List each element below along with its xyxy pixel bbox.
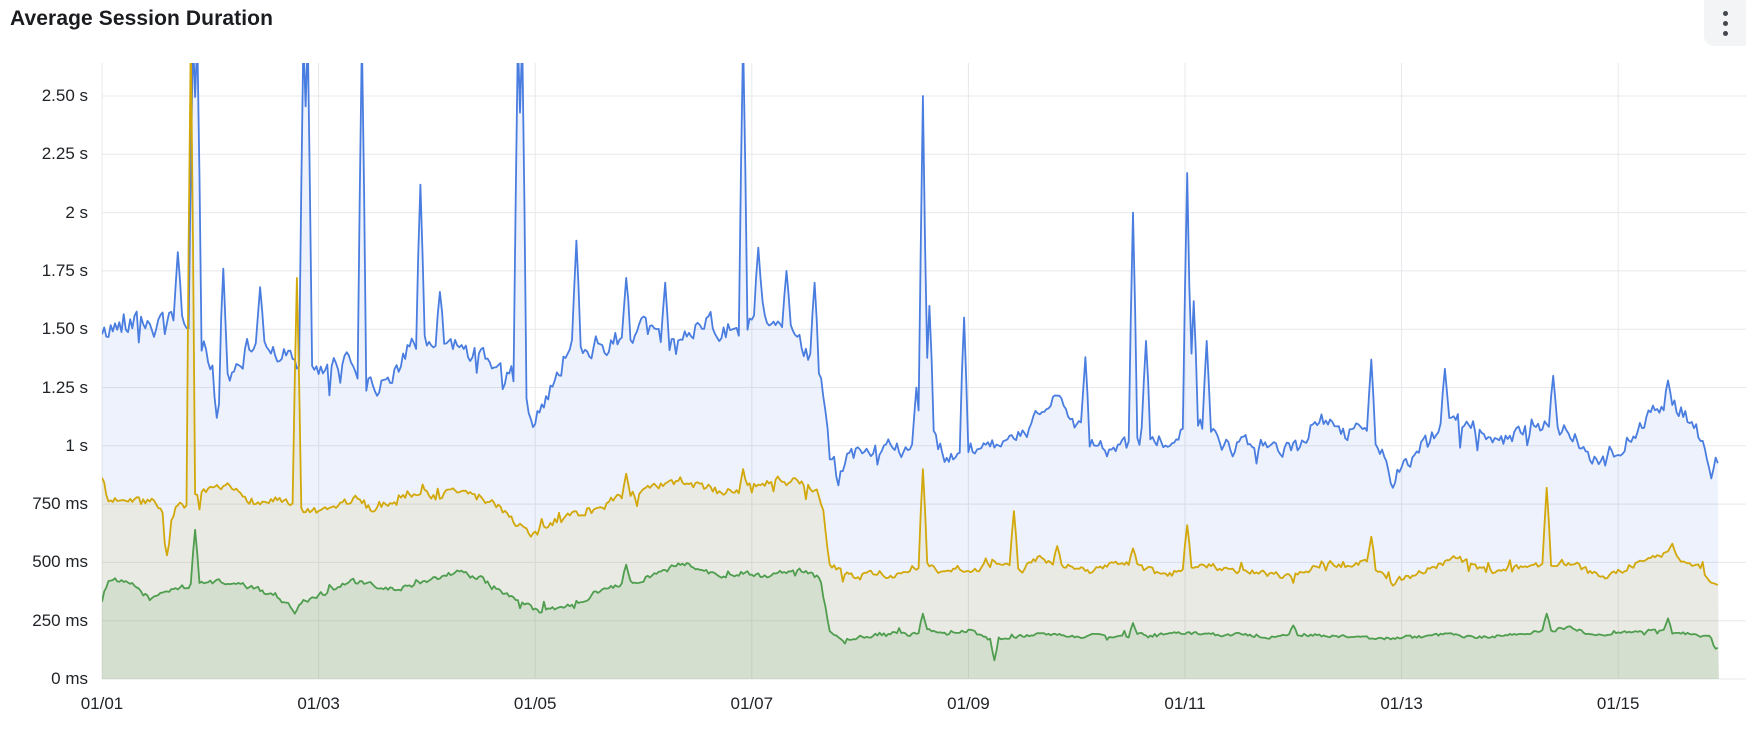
y-axis-tick-label: 500 ms bbox=[32, 552, 88, 572]
y-axis-tick-label: 1.50 s bbox=[41, 319, 88, 339]
yellow-series-area bbox=[102, 63, 1719, 679]
y-axis-tick-label: 1.25 s bbox=[41, 377, 88, 397]
kebab-vertical-icon bbox=[1722, 10, 1728, 16]
kebab-vertical-icon bbox=[1722, 30, 1728, 36]
y-axis-tick-label: 250 ms bbox=[32, 610, 88, 630]
blue-series-area bbox=[102, 63, 1719, 679]
y-axis-tick-label: 1 s bbox=[65, 435, 88, 455]
y-axis-tick-label: 0 ms bbox=[51, 669, 88, 688]
x-axis-tick-label: 01/03 bbox=[297, 694, 340, 713]
x-axis-tick-label: 01/01 bbox=[80, 694, 124, 713]
green-series-line bbox=[102, 528, 1719, 662]
y-axis-tick-label: 1.75 s bbox=[41, 260, 88, 280]
x-axis-tick-label: 01/05 bbox=[513, 694, 557, 713]
x-axis-tick-label: 01/07 bbox=[730, 694, 774, 713]
green-series-area bbox=[102, 529, 1719, 679]
panel-menu-button[interactable] bbox=[1704, 0, 1746, 46]
y-axis-tick-label: 750 ms bbox=[32, 494, 88, 514]
panel-title: Average Session Duration bbox=[10, 7, 274, 30]
y-axis-tick-label: 2.25 s bbox=[41, 144, 88, 164]
x-axis-tick-label: 01/13 bbox=[1380, 694, 1423, 713]
yellow-series-line bbox=[102, 63, 1719, 587]
y-axis-tick-label: 2 s bbox=[65, 202, 88, 222]
blue-series-line bbox=[102, 63, 1719, 489]
kebab-vertical-icon bbox=[1722, 20, 1728, 26]
x-axis-tick-label: 01/15 bbox=[1596, 694, 1640, 713]
y-axis-tick-label: 2.50 s bbox=[41, 86, 88, 105]
x-axis-tick-label: 01/09 bbox=[947, 694, 990, 713]
x-axis-tick-label: 01/11 bbox=[1164, 694, 1206, 713]
